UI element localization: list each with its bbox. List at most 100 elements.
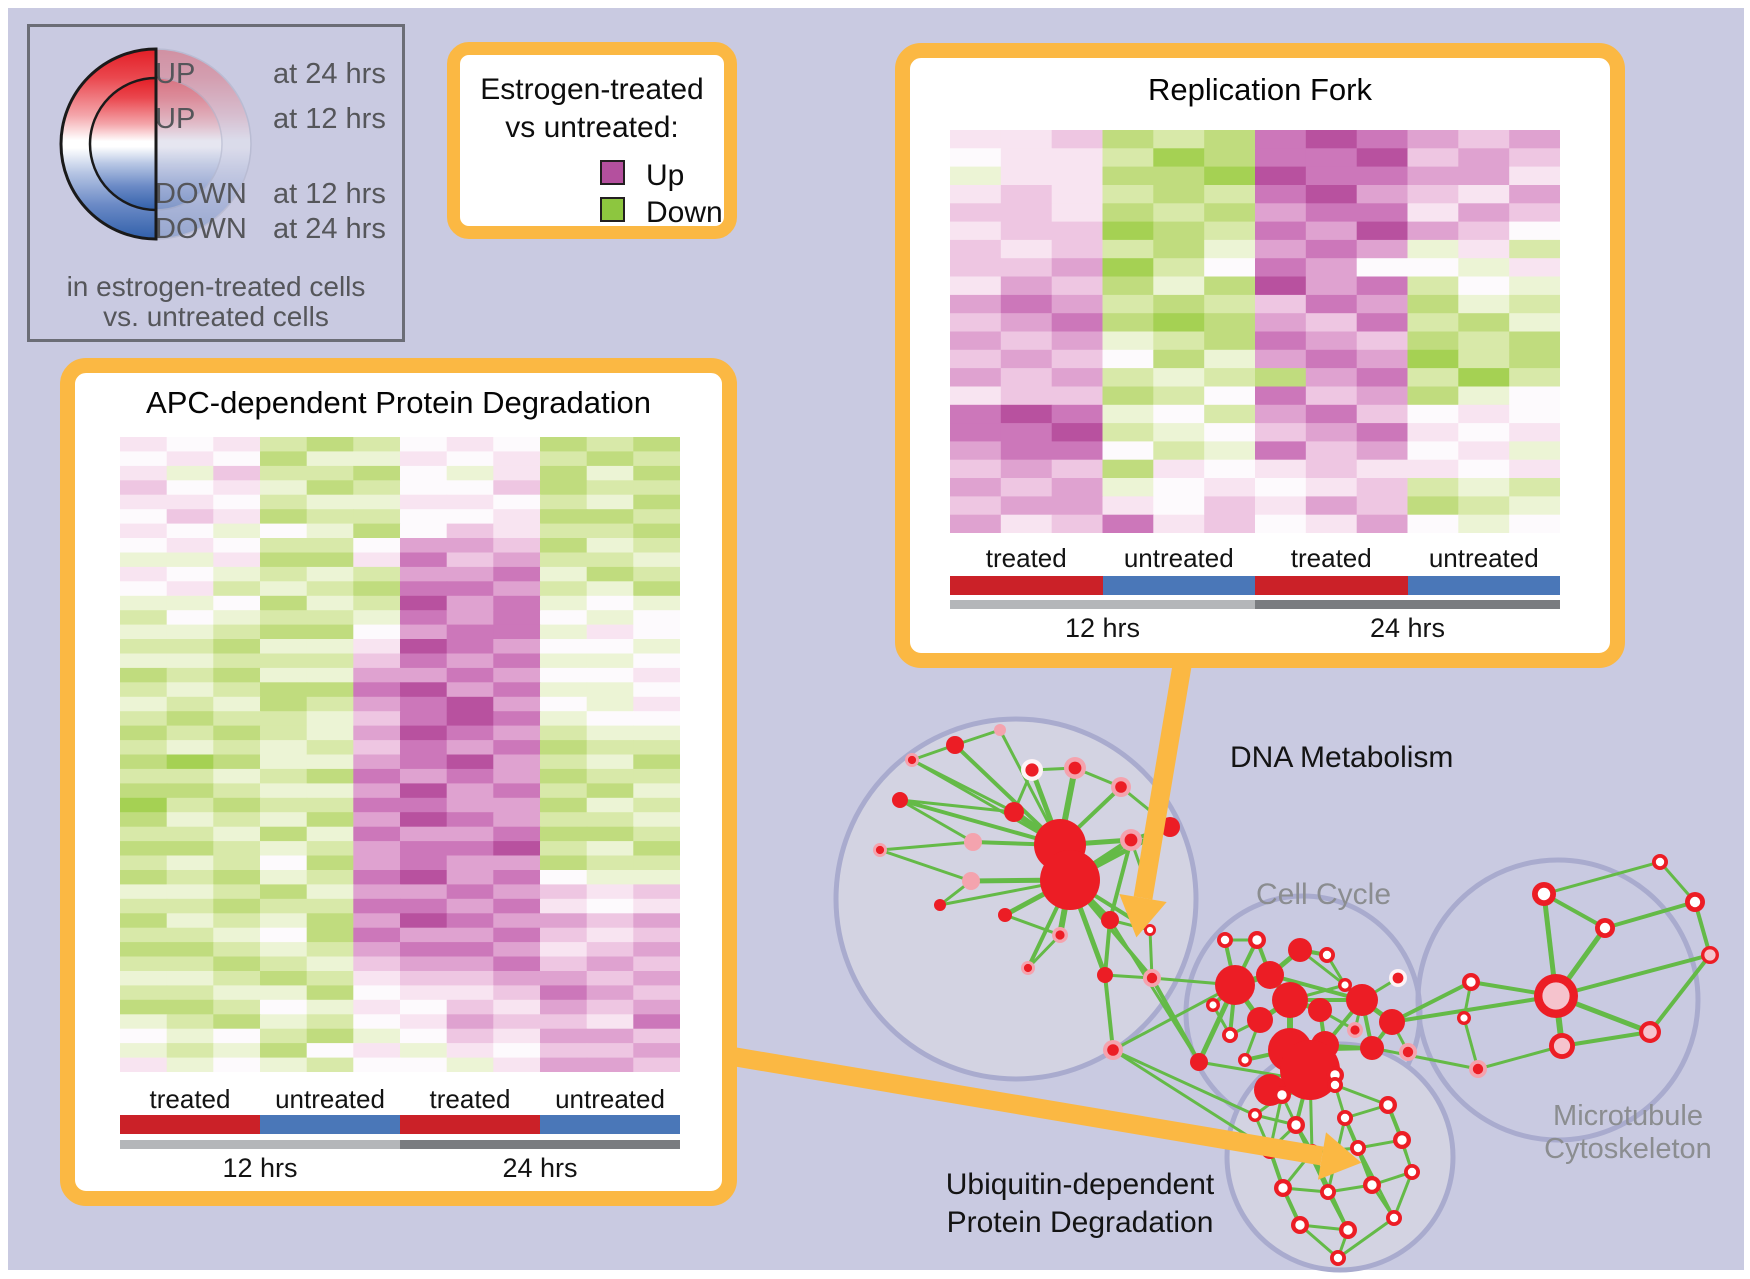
updown-ring-legend: UP at 24 hrs UP at 12 hrs DOWN at 12 hrs… <box>27 24 405 342</box>
gene-node <box>1330 1250 1346 1266</box>
gene-node <box>1701 946 1719 964</box>
gene-node <box>1064 757 1086 779</box>
updown-caption-line1: in estrogen-treated cells <box>66 271 366 302</box>
gene-node <box>1652 854 1668 870</box>
gene-node <box>934 899 946 911</box>
gene-node <box>964 833 982 851</box>
replication-fork-panel: Replication Fork treated untreated treat… <box>895 43 1625 668</box>
replication-time-bar <box>950 600 1560 609</box>
network-edge <box>1477 1044 1563 1071</box>
network-edge <box>1004 913 1061 937</box>
gene-node <box>1346 984 1378 1016</box>
callout-arrow-shaft <box>1133 646 1195 900</box>
gene-node <box>962 872 980 890</box>
callout-arrow-shaft <box>728 1046 1324 1166</box>
gene-node <box>1021 961 1035 975</box>
gene-node <box>1256 961 1284 989</box>
network-edge <box>1103 919 1112 976</box>
gene-node <box>1052 927 1068 943</box>
up-label: Up <box>646 159 685 192</box>
updown-caption-line2: vs. untreated cells <box>103 301 329 332</box>
up-24-dir: UP <box>155 58 196 90</box>
inner-ring-left-half <box>88 76 158 212</box>
gene-node <box>1319 947 1335 963</box>
gene-node <box>1399 1043 1417 1061</box>
gene-node <box>1288 938 1312 962</box>
gene-node <box>1222 1027 1238 1043</box>
time-label-24hrs: 24 hrs <box>1369 613 1446 643</box>
apc-condition-bar <box>120 1115 680 1134</box>
gene-node <box>1532 882 1556 906</box>
time-bar-12hrs <box>950 600 1255 609</box>
gene-node <box>1347 1022 1363 1038</box>
gene-node <box>1217 932 1233 948</box>
gene-node <box>1595 918 1615 938</box>
group-label-treated-12: treated <box>149 1084 231 1114</box>
ubiquitin-degradation-label: Ubiquitin-dependent Protein Degradation <box>935 1166 1225 1242</box>
gene-node <box>1337 1110 1353 1126</box>
group-label-untreated-24: untreated <box>555 1084 665 1114</box>
gene-node <box>1338 978 1352 992</box>
gene-node <box>1248 1108 1262 1122</box>
time-label-12hrs: 12 hrs <box>1064 613 1141 643</box>
network-edge <box>1112 1048 1256 1117</box>
gene-node <box>892 792 908 808</box>
gene-node <box>1685 892 1705 912</box>
time-bar-12hrs <box>120 1140 400 1149</box>
up-swatch <box>600 160 625 185</box>
network-edge <box>1555 953 1711 998</box>
network-edge <box>879 848 972 883</box>
inner-ring-right-half <box>155 77 223 211</box>
gene-node <box>1004 802 1024 822</box>
gene-node <box>1350 1140 1366 1156</box>
down-12-dir: DOWN <box>155 178 247 210</box>
network-edge <box>1543 860 1661 896</box>
gene-node <box>998 908 1012 922</box>
replication-condition-bar <box>950 576 1560 595</box>
down-label: Down <box>646 196 723 229</box>
gene-node <box>1393 1131 1411 1149</box>
network-edge <box>1334 1083 1389 1107</box>
replication-fork-title: Replication Fork <box>1148 72 1372 107</box>
network-edge <box>1103 974 1115 1051</box>
network-edge <box>911 758 1015 814</box>
microtubule-cytoskeleton-label: Microtubule Cytoskeleton <box>1500 1100 1750 1166</box>
gene-node <box>1320 1184 1336 1200</box>
gene-node <box>1379 1009 1405 1035</box>
gene-node <box>1238 1053 1252 1067</box>
down-12-time: at 12 hrs <box>273 178 386 210</box>
gene-node <box>1101 911 1119 929</box>
down-24-time: at 24 hrs <box>273 213 386 245</box>
gene-node <box>1549 1033 1575 1059</box>
network-edge <box>1604 900 1696 930</box>
gene-node <box>946 736 964 754</box>
down-24-dir: DOWN <box>155 213 247 245</box>
apc-degradation-title: APC-dependent Protein Degradation <box>146 385 651 420</box>
ubiquitin-label-line2: Protein Degradation <box>946 1206 1214 1239</box>
gene-node <box>1457 1011 1471 1025</box>
gene-node <box>1272 982 1308 1018</box>
network-edge <box>1337 1216 1395 1260</box>
replication-time-labels: 12 hrs 24 hrs <box>950 613 1560 644</box>
gene-node <box>1534 974 1578 1018</box>
network-edge <box>879 840 974 852</box>
gene-node <box>1097 967 1113 983</box>
gene-node <box>1404 1164 1420 1180</box>
gene-node <box>1040 850 1100 910</box>
network-edge <box>899 798 1015 814</box>
legend-item-up: Up <box>460 159 724 192</box>
network-edge <box>1561 1030 1651 1048</box>
gene-node <box>1247 1007 1273 1033</box>
gene-node <box>1389 969 1407 987</box>
gene-node <box>1379 1096 1397 1114</box>
gene-node <box>1327 1077 1343 1093</box>
gene-node <box>1103 1040 1123 1060</box>
treated-bar-segment <box>950 576 1103 595</box>
time-bar-24hrs <box>400 1140 680 1149</box>
gene-node <box>873 843 887 857</box>
gene-node <box>1291 1216 1309 1234</box>
group-label-treated-24: treated <box>1290 543 1372 573</box>
ubiquitin-label-line1: Ubiquitin-dependent <box>945 1168 1215 1201</box>
group-label-untreated-12: untreated <box>1123 543 1234 573</box>
up-12-time: at 12 hrs <box>273 103 386 135</box>
